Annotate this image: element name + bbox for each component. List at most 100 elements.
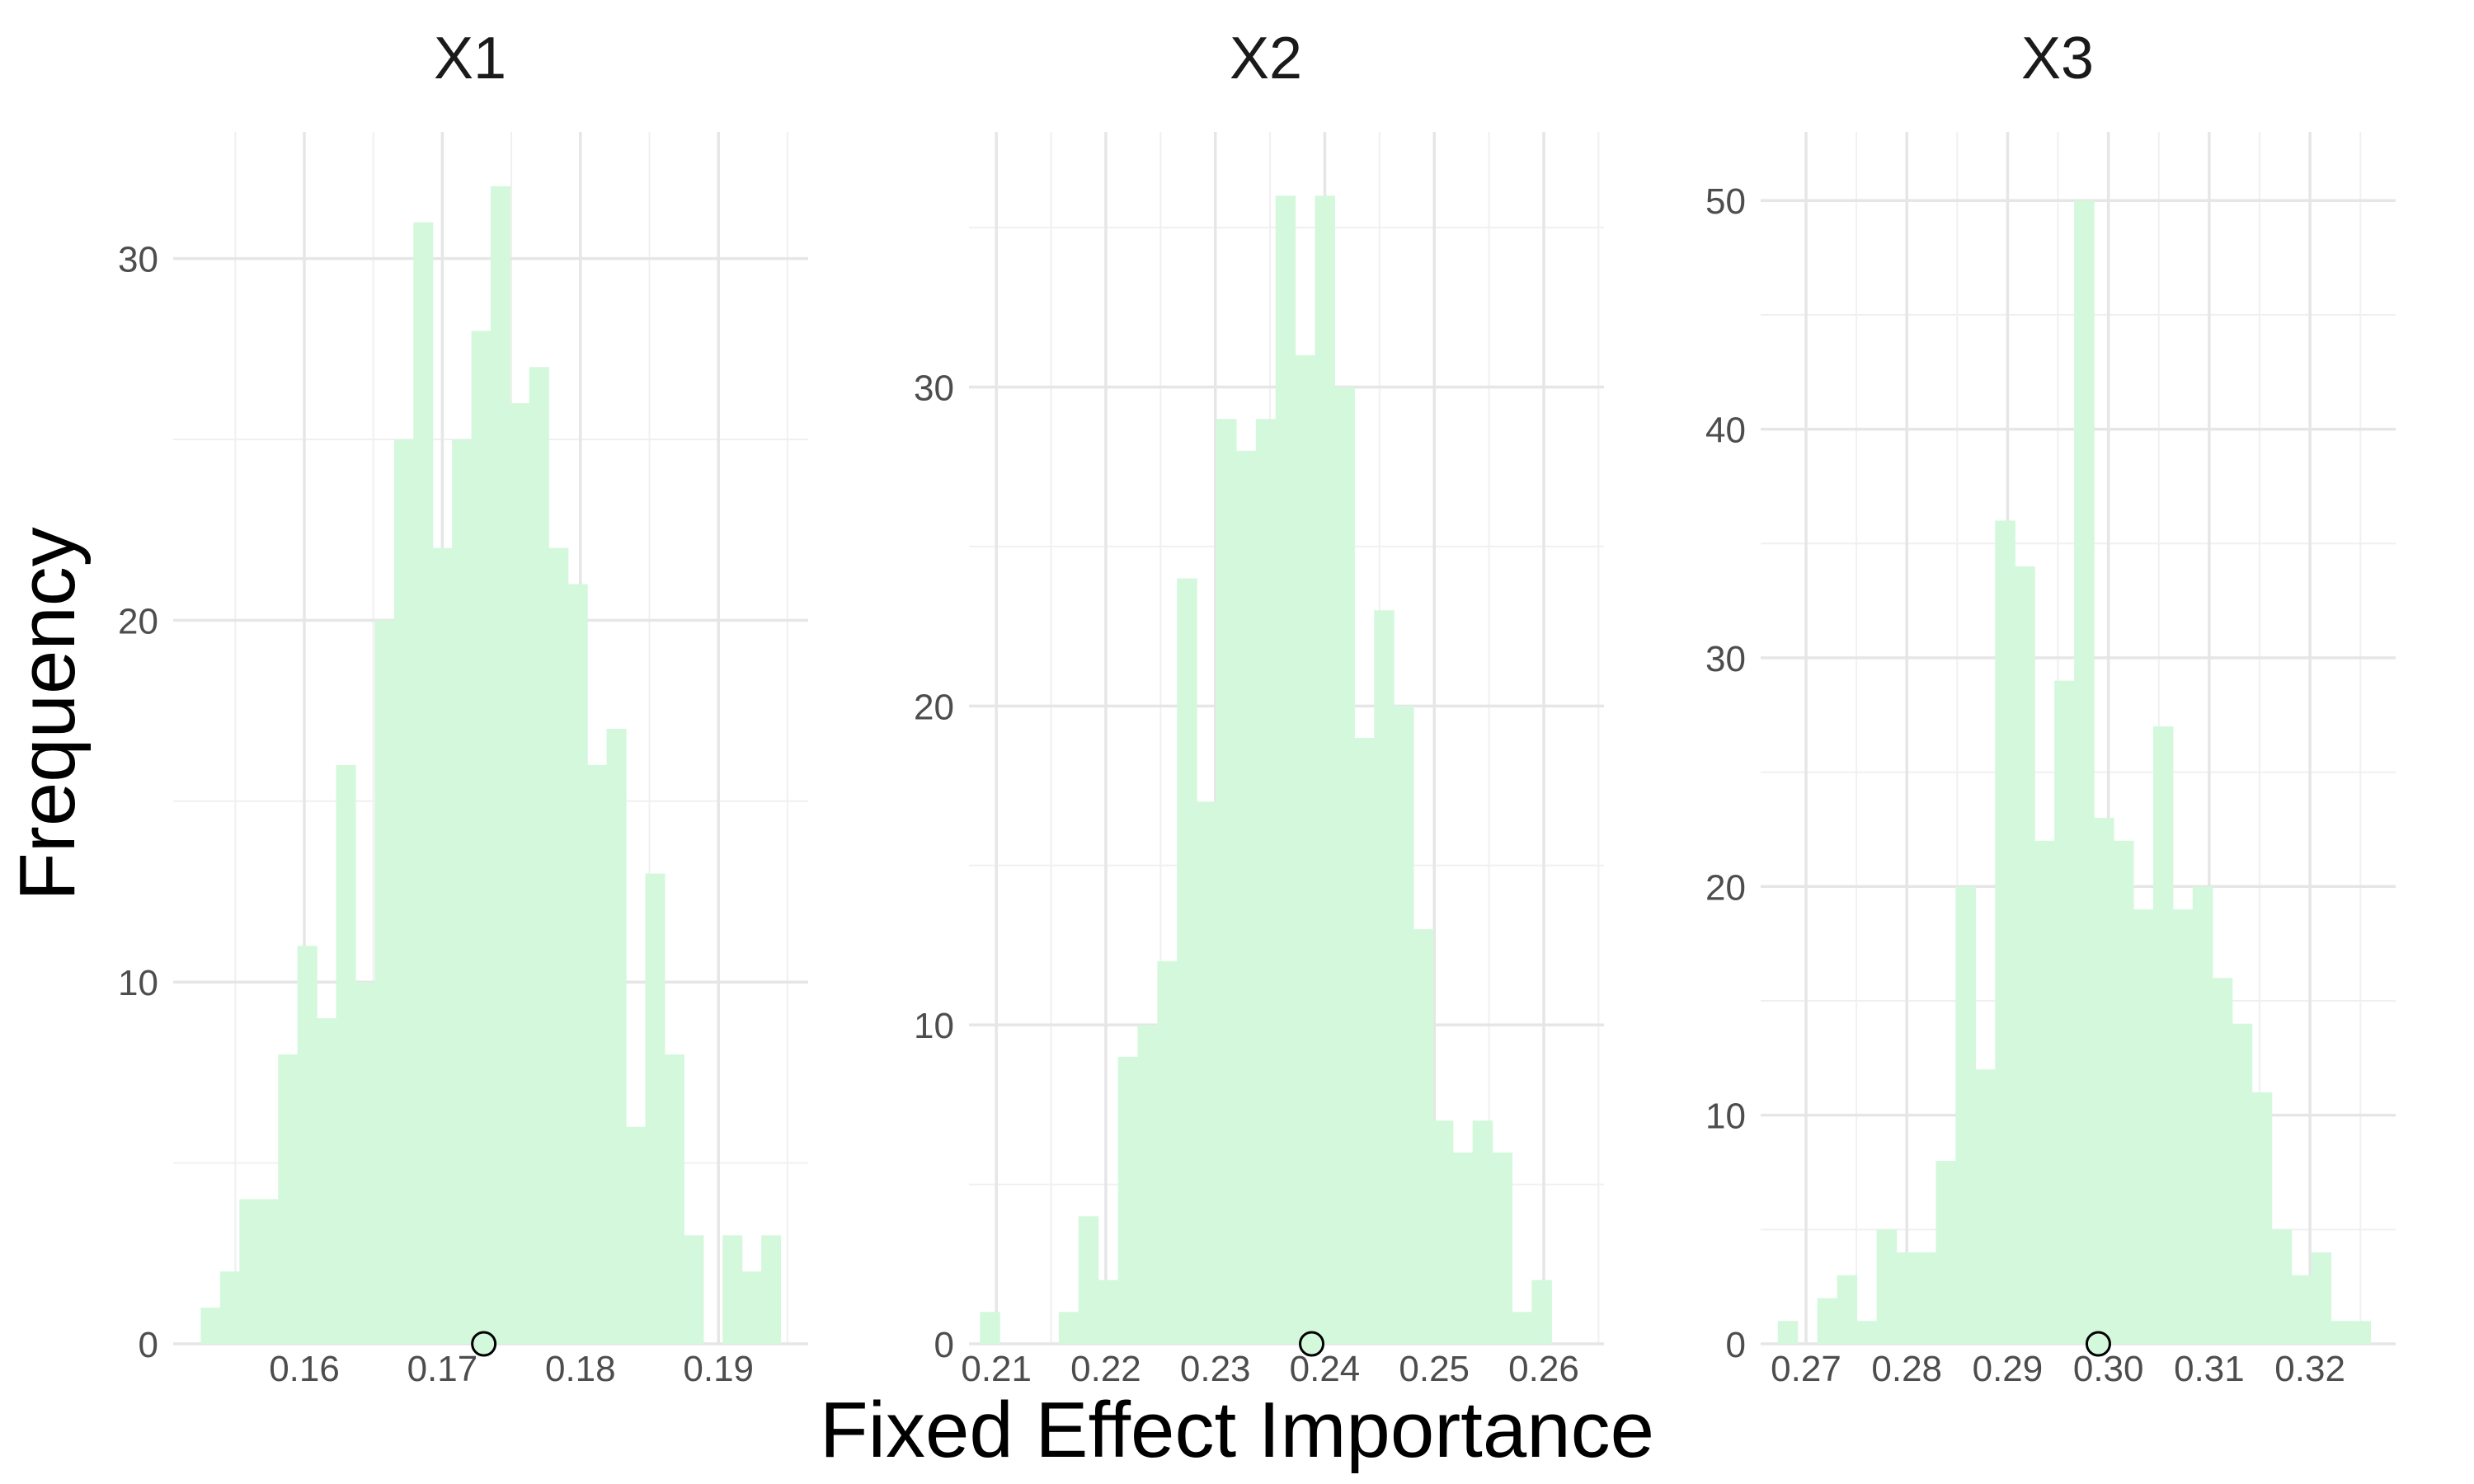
histogram-bar	[2232, 1023, 2253, 1344]
histogram-bar	[2152, 726, 2174, 1344]
y-tick-label: 10	[118, 963, 158, 1003]
histogram-bar	[1235, 450, 1257, 1345]
histogram-bar	[1955, 886, 1976, 1344]
x-tick-label: 0.30	[2073, 1349, 2144, 1389]
histogram-bar	[645, 873, 666, 1344]
histogram-bar	[1452, 1152, 1474, 1344]
histogram-bar	[1896, 1252, 1917, 1344]
histogram-bar	[2114, 840, 2134, 1344]
histogram-bar	[1354, 738, 1375, 1344]
observed-value-point	[1299, 1331, 1325, 1357]
x-tick-label: 0.31	[2174, 1349, 2245, 1389]
facet-title: X2	[1229, 26, 1303, 92]
histogram-bar	[239, 1199, 260, 1344]
histogram-bar	[2331, 1321, 2352, 1344]
histogram-bar	[2291, 1275, 2312, 1344]
histogram-bar	[1315, 195, 1336, 1345]
histogram-bar	[2192, 886, 2213, 1344]
histogram-bar	[1777, 1321, 1799, 1344]
histogram-bar	[1334, 387, 1355, 1345]
histogram-bar	[2015, 566, 2035, 1344]
x-tick-label: 0.24	[1290, 1349, 1361, 1389]
x-tick-label: 0.28	[1871, 1349, 1942, 1389]
x-tick-label: 0.16	[269, 1349, 340, 1389]
histogram-plot: 0 10 20 30 40 50 0.27 0.28 0.29 0.30 0.31 0.32	[1705, 132, 2396, 1389]
histogram-plot: 0 10 20 30 0.21 0.22 0.23 0.24 0.25 0.26	[914, 132, 1604, 1389]
histogram-bar	[529, 367, 549, 1344]
histogram-bar	[200, 1308, 221, 1344]
facet-panel-x1: X1 0 10 20 30 0.16 0.17 0.18 0.19	[99, 25, 841, 1389]
x-tick-label: 0.18	[545, 1349, 616, 1389]
histogram-bar	[1137, 1025, 1158, 1344]
y-tick-label: 0	[139, 1325, 158, 1365]
histogram-bar	[2271, 1229, 2293, 1344]
y-tick-label: 0	[934, 1325, 954, 1365]
histogram-bar	[2350, 1321, 2372, 1344]
y-tick-label: 10	[1705, 1097, 1746, 1137]
histogram-bar	[336, 764, 356, 1344]
histogram-bar	[664, 1054, 684, 1344]
histogram-bar	[1916, 1252, 1937, 1344]
x-tick-label: 0.26	[1508, 1349, 1579, 1389]
histogram-bar	[980, 1312, 1000, 1344]
x-tick-label: 0.22	[1070, 1349, 1141, 1389]
histogram-bar	[1177, 578, 1197, 1344]
histogram-bar	[432, 547, 453, 1344]
histogram-bar	[1995, 520, 2015, 1344]
facet-title: X1	[433, 26, 507, 92]
y-tick-label: 20	[914, 687, 954, 727]
histogram-bar	[297, 946, 317, 1344]
histogram-bar	[1098, 1280, 1119, 1344]
histogram-bar	[471, 331, 492, 1345]
histogram-bar	[626, 1126, 647, 1344]
histogram-bar	[722, 1235, 743, 1344]
histogram-bar	[278, 1054, 299, 1344]
facet-title: X3	[2020, 26, 2095, 92]
histogram-bar	[1275, 195, 1296, 1345]
histogram-bar	[606, 729, 627, 1344]
histogram-bar	[1856, 1321, 1878, 1344]
observed-value-point	[471, 1331, 497, 1357]
histogram-bar	[1512, 1312, 1532, 1344]
histogram-bar	[587, 764, 608, 1344]
histogram-bar	[1117, 1056, 1139, 1344]
histogram-bar	[1935, 1161, 1956, 1344]
x-tick-label: 0.21	[961, 1349, 1032, 1389]
histogram-bar	[1394, 706, 1414, 1344]
y-tick-label: 50	[1705, 181, 1746, 222]
histogram-bar	[1531, 1280, 1552, 1344]
histogram-bar	[258, 1199, 279, 1344]
histogram-bar	[491, 186, 511, 1344]
x-tick-label: 0.29	[1973, 1349, 2044, 1389]
y-tick-label: 30	[914, 368, 954, 408]
histogram-bar	[2251, 1092, 2273, 1344]
y-tick-label: 10	[914, 1006, 954, 1046]
histogram-bar	[1472, 1120, 1493, 1344]
x-tick-label: 0.27	[1771, 1349, 1841, 1389]
histogram-bar	[1197, 801, 1217, 1344]
histogram-bar	[393, 439, 414, 1344]
histogram-bar	[355, 982, 375, 1344]
histogram-bar	[1374, 610, 1395, 1344]
histogram-bar	[2094, 818, 2114, 1344]
histogram-bar	[1413, 929, 1434, 1344]
histogram-bar	[317, 1018, 337, 1344]
x-tick-label: 0.19	[683, 1349, 754, 1389]
histogram-bar	[1295, 355, 1316, 1345]
histogram-bar	[1492, 1152, 1513, 1344]
histogram-bar	[374, 620, 395, 1344]
x-tick-label: 0.32	[2274, 1349, 2345, 1389]
histogram-bar	[2034, 840, 2055, 1344]
x-tick-label: 0.17	[407, 1349, 478, 1389]
histogram-bar	[413, 222, 434, 1345]
x-tick-label: 0.25	[1399, 1349, 1470, 1389]
histogram-plot: 0 10 20 30 0.16 0.17 0.18 0.19	[118, 132, 808, 1389]
x-axis-label: Fixed Effect Importance	[819, 1386, 1655, 1474]
histogram-bar	[1837, 1275, 1858, 1344]
histogram-bar	[2212, 978, 2233, 1344]
histogram-bar	[2172, 909, 2194, 1344]
histogram-bar	[2133, 909, 2154, 1344]
y-tick-label: 0	[1726, 1325, 1746, 1365]
histogram-bar	[684, 1235, 704, 1344]
y-tick-label: 20	[1705, 867, 1746, 908]
